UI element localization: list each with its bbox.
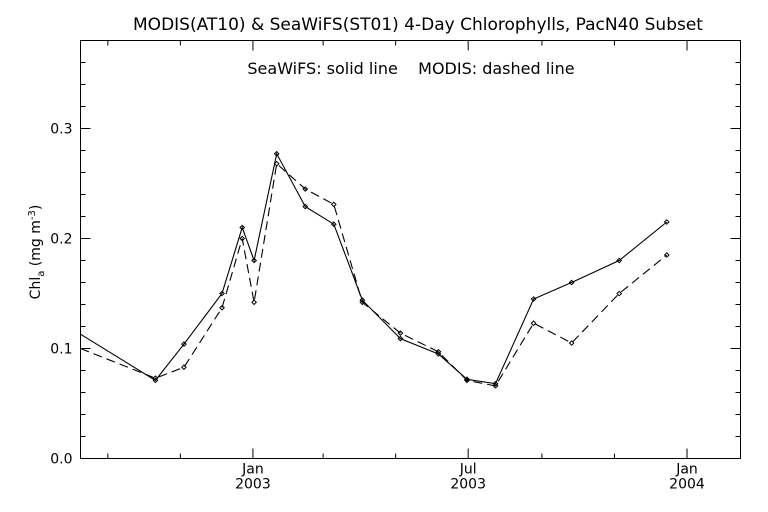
modis-data-point	[616, 290, 623, 297]
modis-series-line	[80, 162, 668, 387]
x-tick-label-year: 2003	[235, 477, 271, 493]
chart-title: MODIS(AT10) & SeaWiFS(ST01) 4-Day Chloro…	[133, 15, 703, 35]
seawifs-data-point	[251, 257, 258, 264]
modis-data-point	[435, 348, 442, 355]
seawifs-data-point	[152, 377, 159, 384]
seawifs-data-point	[530, 296, 537, 302]
modis-data-point	[273, 160, 280, 167]
modis-data-point	[251, 299, 258, 306]
y-axis: 0.0 0.1 0.2 0.3	[50, 40, 741, 468]
seawifs-data-point	[330, 221, 337, 228]
modis-data-point	[530, 320, 537, 327]
modis-data-point	[239, 235, 246, 242]
modis-data-point	[219, 304, 225, 311]
seawifs-data-point	[568, 279, 575, 286]
modis-data-point	[302, 186, 309, 192]
y-axis-label-main: Chl	[28, 277, 44, 300]
y-tick-label: 0.1	[50, 342, 72, 358]
seawifs-data-point	[302, 203, 309, 210]
modis-data-point	[181, 364, 187, 371]
modis-data-point	[397, 330, 404, 337]
seawifs-series-line	[80, 152, 668, 385]
y-tick-label: 0.2	[50, 232, 72, 248]
series-layer	[80, 150, 670, 389]
y-tick-label: 0.0	[50, 452, 72, 468]
seawifs-data-point	[435, 351, 442, 357]
modis-data-point	[568, 340, 575, 346]
x-tick-label-month: Jan	[241, 462, 264, 478]
modis-data-point	[663, 252, 670, 258]
modis-data-point	[464, 377, 470, 384]
y-tick-label: 0.3	[50, 122, 72, 138]
y-axis-label-unit: (mg m	[28, 220, 44, 271]
modis-data-point	[359, 299, 366, 306]
y-axis-label-unit-close: )	[28, 205, 44, 210]
modis-data-point	[330, 201, 337, 208]
y-axis-label: Chla (mg m-3)	[27, 205, 47, 300]
seawifs-data-point	[239, 224, 246, 231]
seawifs-data-point	[219, 290, 225, 297]
seawifs-data-point	[273, 150, 280, 157]
seawifs-data-point	[663, 219, 670, 225]
y-axis-label-superscript: -3	[27, 210, 38, 220]
x-tick-label-month: Jul	[459, 462, 477, 478]
x-tick-label-year: 2003	[450, 477, 486, 493]
seawifs-data-point	[616, 257, 623, 264]
modis-data-point	[152, 375, 159, 382]
x-tick-label-year: 2004	[669, 477, 705, 493]
seawifs-data-point	[397, 335, 404, 342]
modis-data-point	[492, 382, 499, 389]
seawifs-data-point	[181, 341, 187, 348]
plot-frame	[80, 40, 741, 459]
x-tick-label-month: Jan	[675, 462, 698, 478]
chart-subtitle: SeaWiFS: solid line MODIS: dashed line	[247, 59, 574, 78]
y-axis-label-subscript: a	[36, 271, 47, 277]
